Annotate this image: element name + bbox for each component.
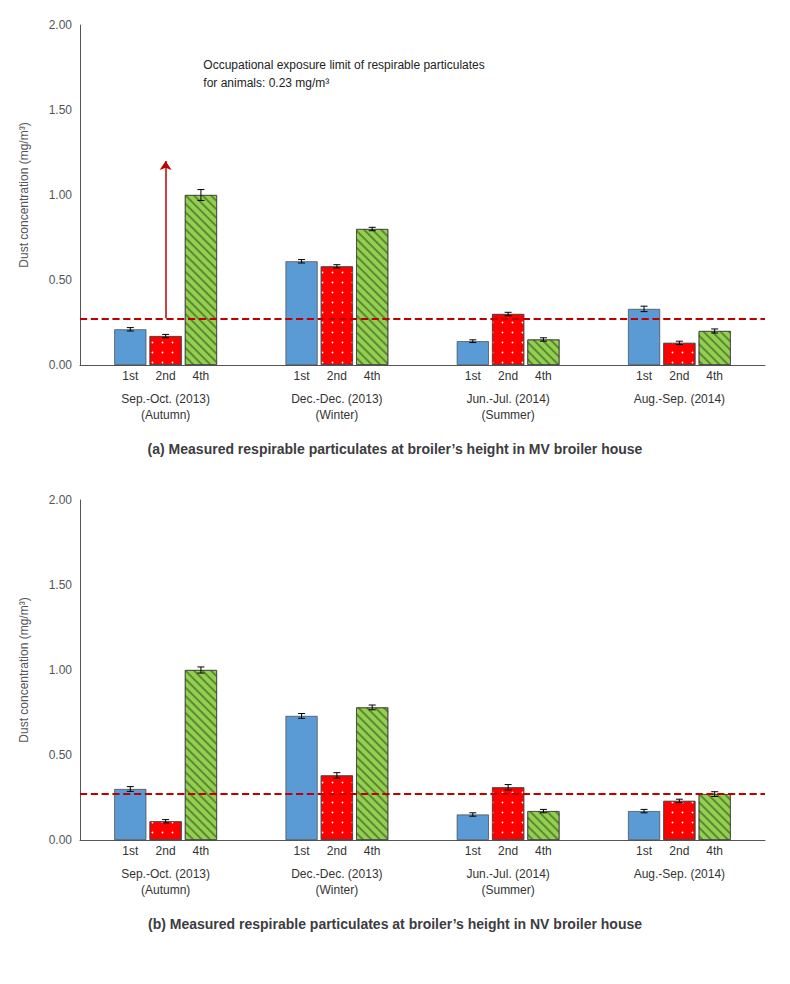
svg-text:2.00: 2.00 <box>49 493 73 507</box>
svg-text:1st: 1st <box>122 844 139 858</box>
svg-text:0.00: 0.00 <box>49 358 73 372</box>
svg-text:1st: 1st <box>465 369 482 383</box>
svg-text:2nd: 2nd <box>327 844 347 858</box>
svg-text:(b) Measured respirable partic: (b) Measured respirable particulates at … <box>148 916 642 932</box>
svg-text:Dust concentration (mg/m³): Dust concentration (mg/m³) <box>17 122 31 267</box>
svg-text:Dust concentration (mg/m³): Dust concentration (mg/m³) <box>17 597 31 742</box>
svg-text:2nd: 2nd <box>498 369 518 383</box>
svg-text:2.00: 2.00 <box>49 18 73 32</box>
svg-text:2nd: 2nd <box>327 369 347 383</box>
svg-text:(Autumn): (Autumn) <box>141 408 190 422</box>
svg-text:0.50: 0.50 <box>49 748 73 762</box>
svg-text:(a) Measured respirable partic: (a) Measured respirable particulates at … <box>148 441 643 457</box>
svg-text:0.50: 0.50 <box>49 273 73 287</box>
svg-text:Jun.-Jul. (2014): Jun.-Jul. (2014) <box>466 392 549 406</box>
svg-text:2nd: 2nd <box>669 369 689 383</box>
svg-text:2nd: 2nd <box>498 844 518 858</box>
svg-text:1st: 1st <box>636 369 653 383</box>
svg-text:(Summer): (Summer) <box>481 883 534 897</box>
svg-text:Dec.-Dec. (2013): Dec.-Dec. (2013) <box>291 867 382 881</box>
svg-text:Dec.-Dec. (2013): Dec.-Dec. (2013) <box>291 392 382 406</box>
svg-text:0.00: 0.00 <box>49 833 73 847</box>
svg-text:Jun.-Jul. (2014): Jun.-Jul. (2014) <box>466 867 549 881</box>
svg-text:Aug.-Sep. (2014): Aug.-Sep. (2014) <box>634 867 725 881</box>
svg-text:1.50: 1.50 <box>49 578 73 592</box>
svg-text:4th: 4th <box>364 844 381 858</box>
svg-text:Aug.-Sep. (2014): Aug.-Sep. (2014) <box>634 392 725 406</box>
svg-text:2nd: 2nd <box>156 369 176 383</box>
svg-text:1st: 1st <box>294 844 311 858</box>
svg-text:Occupational exposure limit of: Occupational exposure limit of respirabl… <box>203 58 484 72</box>
svg-text:(Winter): (Winter) <box>316 883 359 897</box>
svg-text:4th: 4th <box>364 369 381 383</box>
svg-text:4th: 4th <box>535 369 552 383</box>
svg-text:2nd: 2nd <box>669 844 689 858</box>
svg-text:2nd: 2nd <box>156 844 176 858</box>
svg-text:4th: 4th <box>193 369 210 383</box>
svg-text:4th: 4th <box>706 844 723 858</box>
svg-text:Sep.-Oct. (2013): Sep.-Oct. (2013) <box>121 392 210 406</box>
svg-text:1st: 1st <box>465 844 482 858</box>
svg-text:4th: 4th <box>193 844 210 858</box>
svg-text:1st: 1st <box>122 369 139 383</box>
svg-text:(Autumn): (Autumn) <box>141 883 190 897</box>
svg-text:(Summer): (Summer) <box>481 408 534 422</box>
svg-text:1st: 1st <box>294 369 311 383</box>
svg-text:1.00: 1.00 <box>49 663 73 677</box>
svg-text:1st: 1st <box>636 844 653 858</box>
svg-text:(Winter): (Winter) <box>316 408 359 422</box>
svg-text:4th: 4th <box>535 844 552 858</box>
svg-text:for animals: 0.23 mg/m³: for animals: 0.23 mg/m³ <box>203 76 329 90</box>
svg-text:Sep.-Oct. (2013): Sep.-Oct. (2013) <box>121 867 210 881</box>
svg-text:1.00: 1.00 <box>49 188 73 202</box>
svg-text:4th: 4th <box>706 369 723 383</box>
svg-text:1.50: 1.50 <box>49 103 73 117</box>
